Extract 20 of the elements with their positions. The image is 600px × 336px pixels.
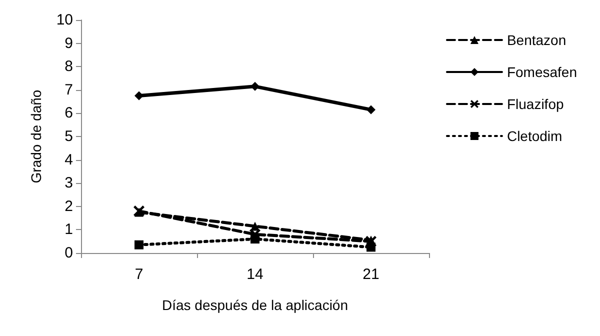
y-tick-label: 3 bbox=[64, 174, 73, 192]
legend-label: Bentazon bbox=[506, 32, 566, 48]
y-tick-label: 8 bbox=[64, 58, 73, 76]
x-axis-title: Días después de la aplicación bbox=[162, 297, 348, 313]
x-tick-label: 14 bbox=[246, 266, 264, 283]
legend-label: Fluazifop bbox=[506, 96, 564, 112]
x-tick-label: 7 bbox=[134, 266, 144, 283]
y-tick-label: 7 bbox=[64, 81, 73, 98]
y-tick-label: 6 bbox=[64, 104, 73, 122]
y-tick-label: 0 bbox=[64, 244, 73, 262]
x-tick-label: 21 bbox=[362, 266, 380, 283]
legend-label: Cletodim bbox=[506, 128, 562, 144]
y-tick-label: 2 bbox=[64, 198, 73, 215]
y-axis-title: Grado de daño bbox=[28, 90, 44, 184]
y-tick-label: 4 bbox=[64, 151, 73, 168]
legend-label: Fomesafen bbox=[506, 64, 578, 80]
y-tick-label: 10 bbox=[56, 12, 73, 28]
y-tick-label: 1 bbox=[64, 221, 73, 238]
y-tick-label: 5 bbox=[64, 128, 73, 145]
y-tick-label: 9 bbox=[64, 34, 73, 52]
